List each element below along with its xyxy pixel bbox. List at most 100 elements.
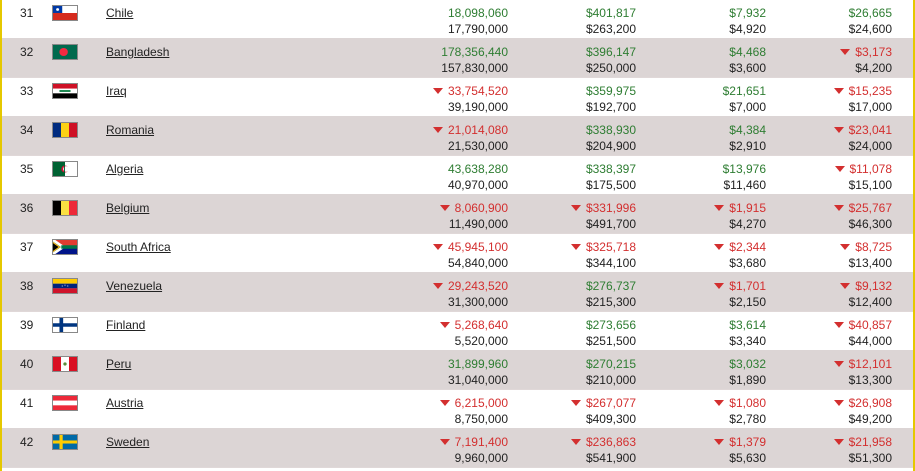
table-row: 40 Peru 31,899,960 31,040,000 $270,215 $210,0… (2, 350, 913, 390)
c4-current-value: $8,725 (778, 240, 892, 255)
c3-previous-value: $7,000 (729, 100, 766, 114)
c2-current-value: $236,863 (522, 435, 636, 450)
rank-number: 34 (20, 123, 34, 137)
south-africa-flag-icon (52, 239, 78, 255)
country-link[interactable]: Sweden (106, 435, 150, 449)
c1-previous-value: 31,300,000 (447, 295, 508, 309)
down-arrow-icon (714, 244, 725, 250)
c1-current-text: 8,060,900 (454, 201, 508, 215)
down-arrow-icon (833, 205, 844, 211)
c1-previous-value: 31,040,000 (447, 373, 508, 387)
table-row: 35 Algeria 43,638,280 40,970,000 $338,397 $17… (2, 155, 913, 195)
c3-current-value: $4,384 (652, 123, 766, 138)
c4-previous-value: $51,300 (848, 451, 892, 465)
country-link[interactable]: Belgium (106, 201, 150, 215)
c4-current-text: $40,857 (848, 318, 892, 332)
c3-current-value: $3,614 (652, 318, 766, 333)
austria-flag-icon (52, 395, 78, 411)
c1-current-text: 7,191,400 (454, 435, 508, 449)
c3-previous-value: $4,270 (729, 217, 766, 231)
c2-current-text: $331,996 (585, 201, 636, 215)
c1-current-text: 33,754,520 (447, 84, 508, 98)
country-link[interactable]: Romania (106, 123, 155, 137)
down-arrow-icon (840, 49, 851, 55)
rank-number: 35 (20, 162, 34, 176)
rank-number: 39 (20, 318, 34, 332)
down-arrow-icon (840, 244, 851, 250)
c4-current-value: $11,078 (778, 162, 892, 177)
c1-previous-value: 157,830,000 (441, 61, 508, 75)
sweden-flag-icon (52, 434, 78, 450)
c3-current-value: $4,468 (652, 45, 766, 60)
c1-previous-value: 9,960,000 (454, 451, 508, 465)
rank-number: 31 (20, 6, 34, 20)
rank-number: 42 (20, 435, 34, 449)
c1-current-value: 5,268,640 (382, 318, 508, 333)
rank-number: 37 (20, 240, 34, 254)
down-arrow-icon (439, 439, 450, 445)
country-link[interactable]: Algeria (106, 162, 144, 176)
c2-previous-value: $409,300 (585, 412, 636, 426)
c3-current-text: $1,701 (729, 279, 766, 293)
country-link[interactable]: Austria (106, 396, 144, 410)
c3-current-value: $21,651 (652, 84, 766, 99)
c3-current-text: $1,915 (729, 201, 766, 215)
c2-current-text: $273,656 (585, 318, 636, 332)
table-row: 39 Finland 5,268,640 5,520,000 $273,656 $251,… (2, 311, 913, 351)
down-arrow-icon (833, 400, 844, 406)
c4-current-value: $9,132 (778, 279, 892, 294)
country-link[interactable]: Bangladesh (106, 45, 170, 59)
country-link[interactable]: Chile (106, 6, 134, 20)
table-row: 42 Sweden 7,191,400 9,960,000 $236,863 $541,9… (2, 428, 913, 468)
c1-current-text: 43,638,280 (447, 162, 508, 176)
c2-current-value: $331,996 (522, 201, 636, 216)
romania-flag-icon (52, 122, 78, 138)
down-arrow-icon (570, 205, 581, 211)
down-arrow-icon (833, 127, 844, 133)
c1-current-value: 29,243,520 (382, 279, 508, 294)
c1-current-value: 43,638,280 (382, 162, 508, 177)
c2-current-text: $338,397 (585, 162, 636, 176)
c4-current-value: $21,958 (778, 435, 892, 450)
c4-previous-value: $24,600 (848, 22, 892, 36)
c4-previous-value: $17,000 (848, 100, 892, 114)
c1-current-value: 33,754,520 (382, 84, 508, 99)
c3-current-text: $3,032 (729, 357, 766, 371)
c2-previous-value: $175,500 (585, 178, 636, 192)
c1-current-text: 5,268,640 (454, 318, 508, 332)
country-link[interactable]: Finland (106, 318, 146, 332)
c3-current-value: $1,379 (652, 435, 766, 450)
country-link[interactable]: South Africa (106, 240, 171, 254)
c2-current-text: $359,975 (585, 84, 636, 98)
c4-previous-value: $49,200 (848, 412, 892, 426)
c3-current-text: $1,080 (729, 396, 766, 410)
c4-previous-value: $46,300 (848, 217, 892, 231)
c4-current-value: $12,101 (778, 357, 892, 372)
c1-previous-value: 40,970,000 (447, 178, 508, 192)
down-arrow-icon (714, 283, 725, 289)
down-arrow-icon (570, 244, 581, 250)
c2-previous-value: $192,700 (585, 100, 636, 114)
c2-current-value: $267,077 (522, 396, 636, 411)
down-arrow-icon (833, 88, 844, 94)
c1-current-value: 178,356,440 (382, 45, 508, 60)
country-link[interactable]: Iraq (106, 84, 127, 98)
rank-number: 33 (20, 84, 34, 98)
c4-current-value: $25,767 (778, 201, 892, 216)
country-link[interactable]: Venezuela (106, 279, 163, 293)
c4-previous-value: $13,400 (848, 256, 892, 270)
rank-number: 32 (20, 45, 34, 59)
table-row: 36 Belgium 8,060,900 11,490,000 $331,996 $491… (2, 194, 913, 234)
c1-previous-value: 21,530,000 (447, 139, 508, 153)
c2-current-value: $338,930 (522, 123, 636, 138)
rank-number: 41 (20, 396, 34, 410)
peru-flag-icon (52, 356, 78, 372)
c3-current-text: $3,614 (729, 318, 766, 332)
c1-current-text: 31,899,960 (447, 357, 508, 371)
c3-current-value: $7,932 (652, 6, 766, 21)
country-link[interactable]: Peru (106, 357, 132, 371)
c1-current-text: 21,014,080 (447, 123, 508, 137)
c2-previous-value: $204,900 (585, 139, 636, 153)
c1-current-value: 18,098,060 (382, 6, 508, 21)
